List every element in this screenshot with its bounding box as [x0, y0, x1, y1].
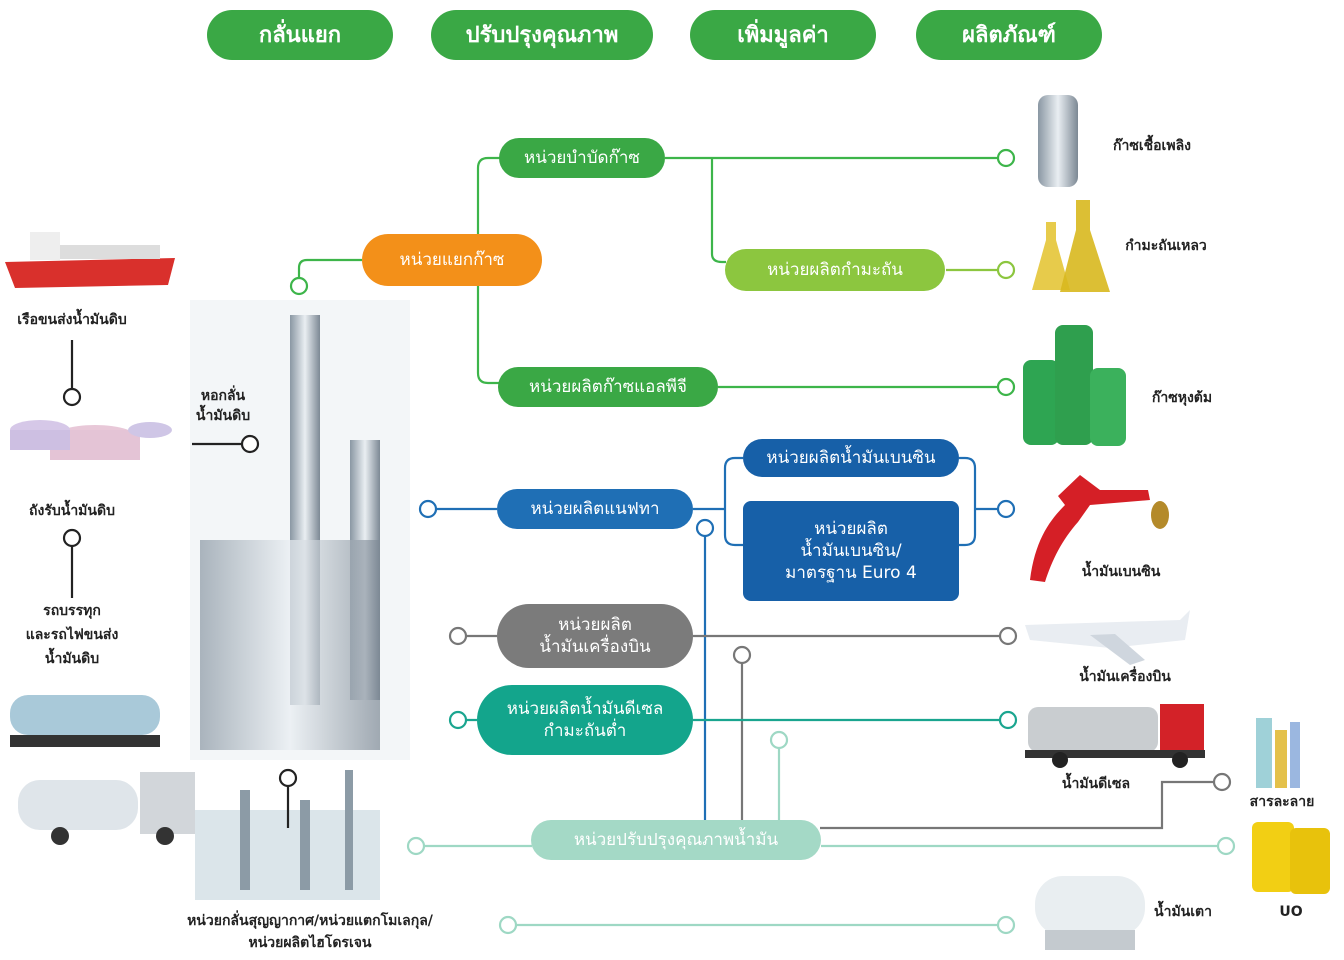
- unit-label: น้ำมันเบนซิน/: [800, 538, 901, 561]
- bottom-unit-label: หน่วยผลิตไฮโดรเจน: [248, 933, 371, 951]
- product-label: น้ำมันเตา: [1154, 900, 1212, 920]
- source-label: รถบรรทุก: [43, 603, 101, 619]
- unit-label: มาตรฐาน Euro 4: [785, 563, 917, 583]
- unit-box: [497, 604, 693, 668]
- unit-label: หน่วยปรับปรุงคุณภาพน้ำมัน: [574, 827, 779, 850]
- product-label: ก๊าซเชื้อเพลิง: [1113, 134, 1191, 154]
- bottom-unit-label: หน่วยกลั่นสุญญากาศ/หน่วยแตกโมเลกุล/: [187, 910, 434, 929]
- tab-label: เพิ่มมูลค่า: [737, 18, 829, 49]
- unit-label: หน่วยผลิต: [814, 519, 888, 539]
- unit-label: หน่วยแยกก๊าซ: [400, 250, 505, 270]
- diagram: กลั่นแยก ปรับปรุงคุณภาพ เพิ่มมูลค่า ผลิต…: [0, 0, 1344, 960]
- product-label: UO: [1279, 904, 1302, 920]
- product-label: ก๊าซหุงต้ม: [1152, 389, 1212, 406]
- product-label: น้ำมันเครื่องบิน: [1079, 665, 1171, 685]
- tab-label: ผลิตภัณฑ์: [962, 22, 1056, 48]
- unit-label: หน่วยผลิตกำมะถัน: [767, 260, 903, 280]
- unit-label: หน่วยผลิตน้ำมันดีเซล: [507, 696, 664, 719]
- tabs: กลั่นแยก ปรับปรุงคุณภาพ เพิ่มมูลค่า ผลิต…: [207, 10, 1102, 60]
- unit-label: กำมะถันต่ำ: [544, 718, 627, 741]
- unit-label: หน่วยบำบัดก๊าซ: [524, 148, 640, 168]
- tower-label: หอกลั่น: [201, 385, 246, 404]
- unit-label: หน่วยผลิตก๊าซแอลพีจี: [529, 377, 687, 397]
- unit-label: หน่วยผลิต: [558, 615, 632, 635]
- tab-label: ปรับปรุงคุณภาพ: [466, 23, 619, 49]
- product-label: กำมะถันเหลว: [1125, 238, 1207, 254]
- source-label: และรถไฟขนส่ง: [26, 625, 119, 643]
- product-label: น้ำมันเบนซิน: [1082, 560, 1161, 580]
- tab-label: กลั่นแยก: [259, 18, 341, 48]
- source-label: น้ำมันดิบ: [45, 647, 99, 667]
- unit-label: หน่วยผลิตแนฟทา: [530, 499, 659, 519]
- unit-label: หน่วยผลิตน้ำมันเบนซิน: [766, 445, 936, 468]
- source-label: เรือขนส่งน้ำมันดิบ: [17, 308, 127, 328]
- product-label: น้ำมันดีเซล: [1062, 772, 1130, 792]
- product-label: สารละลาย: [1250, 794, 1315, 810]
- source-label: ถังรับน้ำมันดิบ: [29, 499, 115, 519]
- unit-label: น้ำมันเครื่องบิน: [539, 634, 651, 657]
- unit-box: [477, 685, 693, 755]
